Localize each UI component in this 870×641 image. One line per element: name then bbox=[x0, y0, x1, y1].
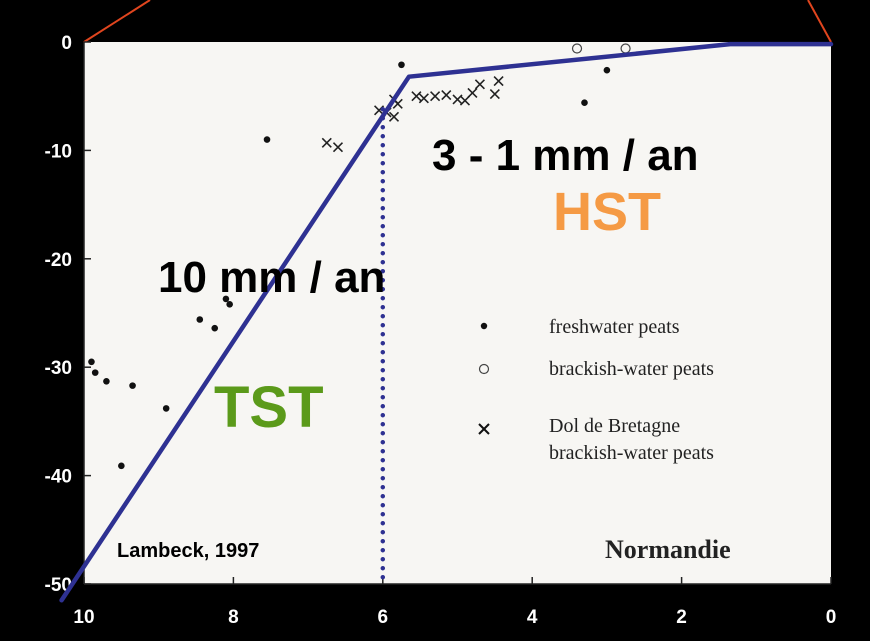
freshwater-peat-point bbox=[398, 61, 405, 69]
legend-dot-marker bbox=[480, 322, 488, 330]
hst-label: HST bbox=[553, 182, 661, 242]
legend-circle-marker bbox=[478, 363, 490, 375]
brackish-peat-point bbox=[571, 43, 583, 54]
dol-bretagne-point bbox=[411, 91, 422, 102]
plot-area bbox=[84, 42, 831, 584]
dol-bretagne-point bbox=[474, 79, 485, 90]
x-tick-label: 2 bbox=[676, 607, 687, 628]
x-tick-label: 6 bbox=[378, 607, 389, 628]
freshwater-peat-point bbox=[103, 377, 110, 385]
freshwater-peat-point bbox=[226, 301, 233, 308]
freshwater-peat-point bbox=[581, 99, 588, 107]
legend-label-brackish: brackish-water peats bbox=[549, 358, 714, 380]
dol-bretagne-point bbox=[430, 91, 441, 102]
freshwater-peat-point bbox=[263, 136, 271, 143]
legend-label-freshwater: freshwater peats bbox=[549, 316, 680, 338]
freshwater-peat-point bbox=[91, 369, 99, 376]
freshwater-peat-point bbox=[162, 405, 170, 412]
x-tick-label: 0 bbox=[826, 607, 837, 628]
freshwater-peat-point bbox=[129, 382, 136, 389]
dol-bretagne-point bbox=[418, 93, 429, 104]
y-tick-label: -50 bbox=[45, 575, 72, 596]
y-tick-label: -40 bbox=[45, 467, 72, 488]
dol-bretagne-point bbox=[332, 142, 344, 153]
dol-bretagne-point bbox=[489, 88, 500, 100]
dol-bretagne-point bbox=[441, 90, 452, 101]
freshwater-peat-point bbox=[222, 295, 230, 303]
frame-accent-left bbox=[83, 0, 151, 43]
legend-label-dol-line2: brackish-water peats bbox=[549, 442, 714, 464]
dol-bretagne-point bbox=[388, 111, 400, 122]
y-tick-label: -10 bbox=[45, 141, 72, 162]
y-tick-label: -30 bbox=[45, 358, 72, 379]
region-label: Normandie bbox=[605, 535, 731, 564]
y-tick-label: 0 bbox=[61, 33, 72, 54]
dol-bretagne-point bbox=[321, 137, 332, 148]
sea-level-trend-line bbox=[59, 41, 834, 603]
legend-cross-marker bbox=[478, 423, 490, 435]
freshwater-peat-point bbox=[88, 358, 95, 366]
freshwater-peat-point bbox=[211, 324, 219, 332]
freshwater-peat-point bbox=[196, 316, 204, 323]
frame-accent-right bbox=[807, 0, 832, 43]
x-tick-label: 10 bbox=[73, 607, 94, 628]
freshwater-peat-point bbox=[603, 66, 611, 74]
legend: freshwater peats brackish-water peats Do… bbox=[478, 316, 714, 464]
hst-rate-label: 3 - 1 mm / an bbox=[432, 131, 699, 180]
y-tick-label: -20 bbox=[45, 250, 72, 271]
dol-bretagne-point bbox=[459, 95, 471, 106]
freshwater-peat-point bbox=[118, 462, 125, 470]
x-tick-label: 8 bbox=[228, 607, 239, 628]
dol-bretagne-point bbox=[493, 75, 504, 87]
tst-label: TST bbox=[214, 375, 324, 440]
tst-rate-label: 10 mm / an bbox=[158, 253, 385, 302]
dol-bretagne-point bbox=[467, 87, 478, 99]
citation-label: Lambeck, 1997 bbox=[117, 540, 259, 562]
x-tick-label: 4 bbox=[527, 607, 538, 628]
legend-label-dol-line1: Dol de Bretagne bbox=[549, 415, 680, 437]
